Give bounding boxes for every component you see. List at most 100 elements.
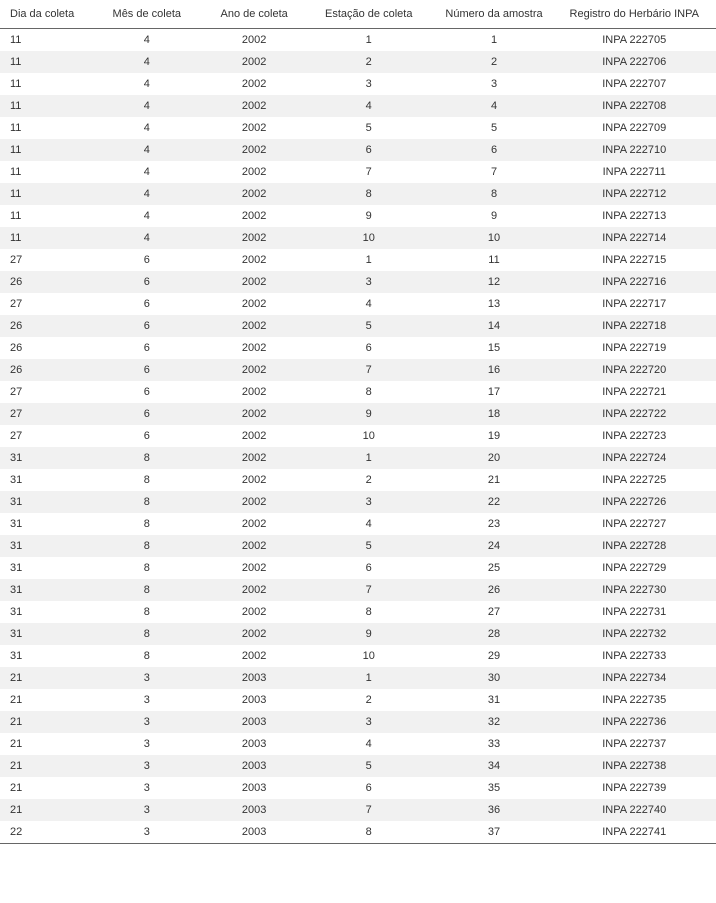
cell-ano: 2002 [200, 557, 307, 579]
cell-registro: INPA 222716 [558, 271, 716, 293]
cell-dia: 11 [0, 139, 93, 161]
cell-dia: 21 [0, 755, 93, 777]
cell-estacao: 6 [308, 139, 430, 161]
table-row: 2132003231INPA 222735 [0, 689, 716, 711]
cell-mes: 6 [93, 293, 200, 315]
cell-mes: 8 [93, 623, 200, 645]
cell-mes: 6 [93, 249, 200, 271]
cell-numero: 8 [430, 183, 559, 205]
cell-mes: 6 [93, 271, 200, 293]
cell-dia: 26 [0, 315, 93, 337]
cell-numero: 6 [430, 139, 559, 161]
cell-numero: 10 [430, 227, 559, 249]
cell-mes: 3 [93, 667, 200, 689]
cell-numero: 23 [430, 513, 559, 535]
cell-ano: 2002 [200, 271, 307, 293]
table-row: 3182002423INPA 222727 [0, 513, 716, 535]
cell-ano: 2003 [200, 799, 307, 821]
cell-mes: 6 [93, 403, 200, 425]
cell-dia: 31 [0, 513, 93, 535]
table-row: 2662002514INPA 222718 [0, 315, 716, 337]
cell-numero: 17 [430, 381, 559, 403]
table-row: 114200222INPA 222706 [0, 51, 716, 73]
column-header-mes: Mês de coleta [93, 0, 200, 29]
cell-dia: 31 [0, 535, 93, 557]
cell-dia: 21 [0, 689, 93, 711]
table-row: 114200233INPA 222707 [0, 73, 716, 95]
cell-ano: 2002 [200, 491, 307, 513]
cell-estacao: 1 [308, 447, 430, 469]
cell-numero: 19 [430, 425, 559, 447]
cell-estacao: 8 [308, 183, 430, 205]
table-row: 114200299INPA 222713 [0, 205, 716, 227]
cell-registro: INPA 222739 [558, 777, 716, 799]
cell-registro: INPA 222714 [558, 227, 716, 249]
cell-mes: 8 [93, 579, 200, 601]
table-row: 3182002726INPA 222730 [0, 579, 716, 601]
cell-registro: INPA 222734 [558, 667, 716, 689]
cell-mes: 4 [93, 161, 200, 183]
cell-estacao: 1 [308, 29, 430, 52]
cell-ano: 2003 [200, 755, 307, 777]
cell-registro: INPA 222709 [558, 117, 716, 139]
cell-numero: 18 [430, 403, 559, 425]
cell-mes: 3 [93, 711, 200, 733]
cell-mes: 4 [93, 117, 200, 139]
cell-dia: 26 [0, 271, 93, 293]
cell-registro: INPA 222720 [558, 359, 716, 381]
table-row: 114200255INPA 222709 [0, 117, 716, 139]
cell-dia: 27 [0, 293, 93, 315]
cell-ano: 2002 [200, 51, 307, 73]
cell-estacao: 7 [308, 161, 430, 183]
cell-ano: 2002 [200, 403, 307, 425]
cell-registro: INPA 222712 [558, 183, 716, 205]
cell-dia: 11 [0, 205, 93, 227]
table-row: 114200288INPA 222712 [0, 183, 716, 205]
cell-registro: INPA 222733 [558, 645, 716, 667]
cell-registro: INPA 222719 [558, 337, 716, 359]
cell-dia: 31 [0, 623, 93, 645]
cell-mes: 6 [93, 359, 200, 381]
cell-dia: 31 [0, 557, 93, 579]
cell-numero: 27 [430, 601, 559, 623]
cell-ano: 2003 [200, 733, 307, 755]
cell-numero: 35 [430, 777, 559, 799]
table-row: 11420021010INPA 222714 [0, 227, 716, 249]
cell-registro: INPA 222729 [558, 557, 716, 579]
cell-numero: 26 [430, 579, 559, 601]
cell-estacao: 6 [308, 337, 430, 359]
collection-table: Dia da coletaMês de coletaAno de coletaE… [0, 0, 716, 846]
cell-ano: 2002 [200, 161, 307, 183]
column-header-numero: Número da amostra [430, 0, 559, 29]
cell-estacao: 8 [308, 601, 430, 623]
cell-mes: 8 [93, 447, 200, 469]
table-row: 3182002322INPA 222726 [0, 491, 716, 513]
cell-ano: 2002 [200, 73, 307, 95]
cell-ano: 2002 [200, 337, 307, 359]
cell-registro: INPA 222728 [558, 535, 716, 557]
table-row: 2132003534INPA 222738 [0, 755, 716, 777]
column-header-estacao: Estação de coleta [308, 0, 430, 29]
cell-registro: INPA 222727 [558, 513, 716, 535]
cell-estacao: 4 [308, 293, 430, 315]
table-header: Dia da coletaMês de coletaAno de coletaE… [0, 0, 716, 29]
cell-ano: 2002 [200, 645, 307, 667]
cell-mes: 3 [93, 733, 200, 755]
cell-registro: INPA 222735 [558, 689, 716, 711]
cell-ano: 2002 [200, 425, 307, 447]
cell-ano: 2002 [200, 315, 307, 337]
cell-dia: 11 [0, 117, 93, 139]
cell-dia: 11 [0, 183, 93, 205]
cell-ano: 2002 [200, 535, 307, 557]
cell-dia: 11 [0, 227, 93, 249]
column-header-registro: Registro do Herbário INPA [558, 0, 716, 29]
cell-dia: 11 [0, 161, 93, 183]
cell-registro: INPA 222711 [558, 161, 716, 183]
cell-estacao: 8 [308, 381, 430, 403]
cell-estacao: 9 [308, 403, 430, 425]
table-row: 2232003837INPA 222741 [0, 821, 716, 844]
cell-dia: 27 [0, 381, 93, 403]
cell-numero: 12 [430, 271, 559, 293]
cell-numero: 37 [430, 821, 559, 844]
cell-mes: 6 [93, 337, 200, 359]
